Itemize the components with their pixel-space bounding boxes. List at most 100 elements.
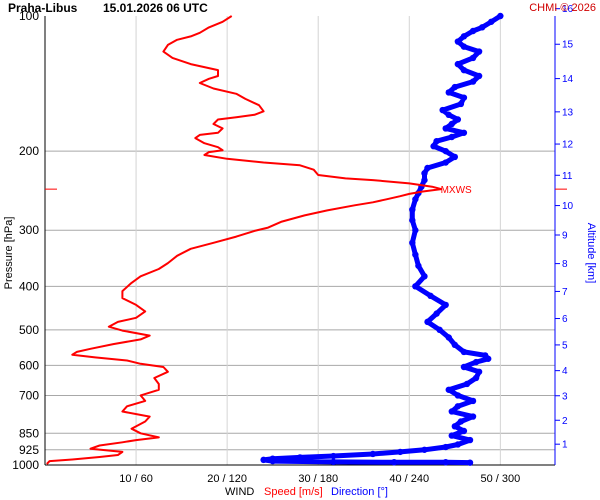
- direction-point: [454, 403, 462, 410]
- direction-point: [412, 227, 419, 234]
- direction-point: [448, 408, 455, 415]
- altitude-tick-label: 10: [562, 201, 574, 212]
- pressure-tick-label: 500: [19, 323, 39, 337]
- direction-point: [442, 125, 449, 132]
- direction-point: [466, 459, 474, 466]
- direction-point: [436, 326, 443, 334]
- direction-point: [412, 283, 419, 290]
- direction-point: [485, 355, 492, 362]
- direction-point: [448, 120, 455, 128]
- direction-point: [469, 397, 477, 405]
- x-label-prefix: WIND: [225, 486, 254, 498]
- direction-point: [472, 358, 480, 366]
- altitude-tick-label: 13: [562, 107, 574, 118]
- grid: [45, 16, 555, 465]
- direction-point: [424, 318, 431, 326]
- direction-point: [445, 334, 452, 341]
- x-label-direction: Direction [°]: [331, 486, 388, 498]
- direction-point: [457, 418, 465, 425]
- direction-point: [409, 206, 416, 213]
- direction-point: [454, 38, 462, 45]
- direction-point: [409, 217, 416, 224]
- direction-point: [445, 89, 452, 96]
- altitude-tick-label: 11: [562, 171, 573, 182]
- series-layer: [46, 12, 504, 466]
- direction-point: [260, 456, 267, 464]
- direction-point: [488, 18, 495, 25]
- wind-tick-label: 40 / 240: [389, 473, 429, 485]
- altitude-tick-label: 16: [562, 4, 574, 15]
- direction-point: [415, 262, 422, 269]
- direction-point: [442, 159, 449, 166]
- direction-point: [475, 368, 483, 375]
- direction-point: [460, 427, 468, 435]
- direction-point: [442, 147, 449, 155]
- direction-point: [442, 459, 449, 466]
- direction-point: [412, 196, 419, 203]
- direction-point: [451, 153, 459, 161]
- direction-point: [421, 273, 428, 280]
- pressure-tick-label: 850: [19, 426, 39, 440]
- direction-point: [497, 12, 504, 20]
- direction-point: [433, 137, 440, 145]
- direction-point: [445, 111, 452, 119]
- direction-point: [445, 386, 452, 393]
- direction-point: [460, 43, 468, 50]
- direction-point: [460, 33, 468, 40]
- speed-series-line: [46, 15, 443, 465]
- altitude-tick-label: 15: [562, 40, 574, 51]
- chart-title: Praha-Libus: [8, 1, 78, 15]
- direction-point: [451, 341, 459, 349]
- direction-point: [442, 301, 449, 309]
- direction-point: [448, 432, 455, 439]
- direction-point: [396, 448, 404, 456]
- direction-point: [269, 457, 276, 465]
- altitude-tick-label: 1: [562, 440, 568, 451]
- direction-point: [469, 54, 477, 62]
- pressure-tick-label: 300: [19, 223, 39, 237]
- x-label-speed: Speed [m/s]: [264, 486, 323, 498]
- direction-point: [469, 27, 477, 35]
- altitude-tick-label: 2: [562, 416, 568, 427]
- direction-point: [460, 129, 468, 136]
- direction-point: [296, 454, 304, 461]
- direction-point: [460, 363, 468, 371]
- direction-point: [424, 164, 431, 172]
- direction-point: [454, 392, 462, 399]
- direction-point: [460, 66, 468, 74]
- direction-point: [469, 78, 477, 85]
- direction-point: [421, 176, 428, 184]
- direction-point: [454, 116, 462, 123]
- direction-point: [439, 106, 446, 114]
- direction-point: [454, 441, 462, 448]
- altitude-tick-label: 9: [562, 230, 568, 241]
- altitude-tick-label: 14: [562, 74, 574, 85]
- pressure-tick-label: 925: [19, 443, 39, 457]
- direction-point: [421, 446, 428, 453]
- direction-point: [451, 423, 459, 430]
- mxws-annotation: MXWS: [441, 185, 472, 196]
- altitude-tick-label: 8: [562, 259, 568, 270]
- pressure-tick-label: 400: [19, 279, 39, 293]
- y-axis-label-left: Pressure [hPa]: [3, 217, 15, 290]
- altitude-tick-label: 5: [562, 340, 568, 351]
- direction-point: [409, 239, 416, 247]
- direction-point: [412, 251, 419, 258]
- chart-datetime: 15.01.2026 06 UTC: [103, 1, 208, 15]
- altitude-tick-label: 7: [562, 287, 568, 298]
- wind-tick-label: 30 / 180: [298, 473, 338, 485]
- pressure-tick-label: 700: [19, 388, 39, 402]
- wind-tick-label: 50 / 300: [480, 473, 520, 485]
- direction-point: [369, 450, 377, 458]
- wind-tick-label: 10 / 60: [119, 473, 153, 485]
- direction-point: [475, 48, 483, 55]
- y-axis-label-right: Altitude [km]: [585, 223, 597, 284]
- direction-point: [460, 348, 468, 356]
- altitude-tick-label: 6: [562, 314, 568, 325]
- chart-credit: CHMI © 2026: [529, 2, 596, 14]
- altitude-tick-label: 12: [562, 140, 574, 151]
- direction-point: [463, 380, 471, 388]
- direction-point: [433, 310, 440, 317]
